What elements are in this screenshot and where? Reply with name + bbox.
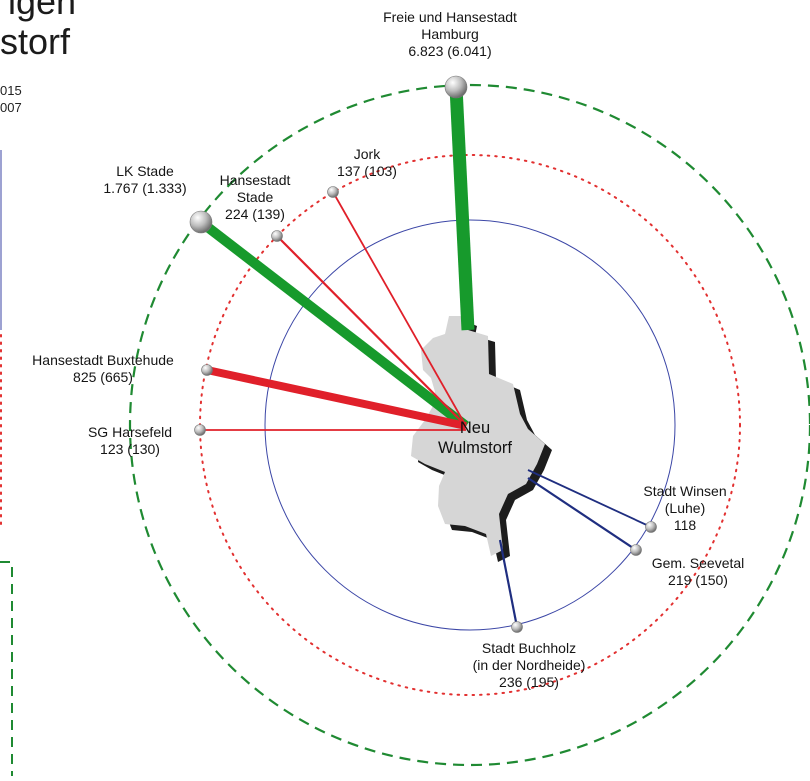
flow-line-hansestadt-stade	[276, 235, 467, 427]
label-hamburg-value: 6.823 (6.041)	[408, 43, 492, 59]
label-hansestadt-stade: Hansestadt Stade 224 (139)	[205, 172, 305, 223]
municipality-area	[411, 316, 545, 556]
label-hamburg-name-2: Hamburg	[421, 26, 479, 42]
title-fragment-2: storf	[0, 21, 71, 62]
label-lk-stade: LK Stade 1.767 (1.333)	[80, 163, 210, 197]
label-buxtehude-value: 825 (665)	[73, 369, 133, 385]
label-buchholz: Stadt Buchholz (in der Nordheide) 236 (1…	[444, 640, 614, 691]
label-jork-name: Jork	[353, 146, 381, 162]
flow-line-hamburg	[449, 86, 475, 331]
flow-line-buxtehude	[206, 366, 467, 430]
label-hansestadt-stade-name-2: Stade	[236, 189, 274, 205]
origin-marker-harsefeld	[194, 424, 206, 436]
origin-marker-seevetal	[630, 544, 642, 556]
label-winsen: Stadt Winsen (Luhe) 118	[620, 483, 750, 534]
legend-fragment-2: 007	[0, 100, 22, 115]
label-winsen-name-2: (Luhe)	[664, 500, 706, 516]
flow-line-seevetal	[527, 477, 637, 551]
label-seevetal-name: Gem. Seevetal	[651, 555, 745, 571]
label-jork: Jork 137 (103)	[322, 146, 412, 180]
center-label-line2: Wulmstorf	[438, 439, 512, 457]
origin-marker-winsen	[645, 521, 657, 533]
origin-marker-jork	[327, 186, 339, 198]
label-seevetal-value: 219 (150)	[668, 572, 728, 588]
title-fragment-1: igen	[8, 0, 77, 22]
label-harsefeld: SG Harsefeld 123 (130)	[70, 424, 190, 458]
flow-line-jork	[332, 191, 467, 427]
label-hansestadt-stade-name-1: Hansestadt	[219, 172, 291, 188]
label-lk-stade-value: 1.767 (1.333)	[103, 180, 187, 196]
label-hamburg: Freie und Hansestadt Hamburg 6.823 (6.04…	[350, 9, 550, 60]
flow-balls	[189, 75, 657, 633]
label-lk-stade-name: LK Stade	[116, 163, 174, 179]
flow-line-lk-stade	[197, 218, 470, 430]
left-frame-green	[0, 561, 13, 776]
label-buxtehude-name: Hansestadt Buxtehude	[32, 352, 174, 368]
label-seevetal: Gem. Seevetal 219 (150)	[638, 555, 758, 589]
origin-marker-hansestadt-stade	[271, 230, 283, 242]
label-buchholz-name-1: Stadt Buchholz	[481, 640, 577, 656]
label-jork-value: 137 (103)	[337, 163, 397, 179]
label-harsefeld-value: 123 (130)	[100, 441, 160, 457]
origin-marker-buchholz	[511, 621, 523, 633]
flow-line-winsen	[527, 469, 652, 528]
neu-wulmstorf-shape	[411, 316, 552, 562]
label-buxtehude: Hansestadt Buxtehude 825 (665)	[8, 352, 198, 386]
label-winsen-name-1: Stadt Winsen	[643, 483, 727, 499]
label-buchholz-value: 236 (195)	[499, 674, 559, 690]
label-buchholz-name-2: (in der Nordheide)	[472, 657, 586, 673]
flow-line-buchholz	[498, 539, 519, 628]
center-label-line1: Neu	[459, 419, 491, 437]
inner-ring	[264, 219, 676, 631]
label-hamburg-name-1: Freie und Hansestadt	[383, 9, 517, 25]
label-winsen-value: 118	[673, 517, 697, 533]
flow-lines	[197, 86, 652, 628]
label-hansestadt-stade-value: 224 (139)	[225, 206, 285, 222]
origin-marker-hamburg	[444, 75, 468, 99]
origin-marker-buxtehude	[201, 364, 213, 376]
center-label: Neu Wulmstorf	[430, 418, 520, 458]
label-harsefeld-name: SG Harsefeld	[87, 424, 173, 440]
legend-fragment-1: 015	[0, 83, 22, 98]
outer-ring	[129, 84, 810, 766]
origin-marker-lk-stade	[189, 210, 213, 234]
